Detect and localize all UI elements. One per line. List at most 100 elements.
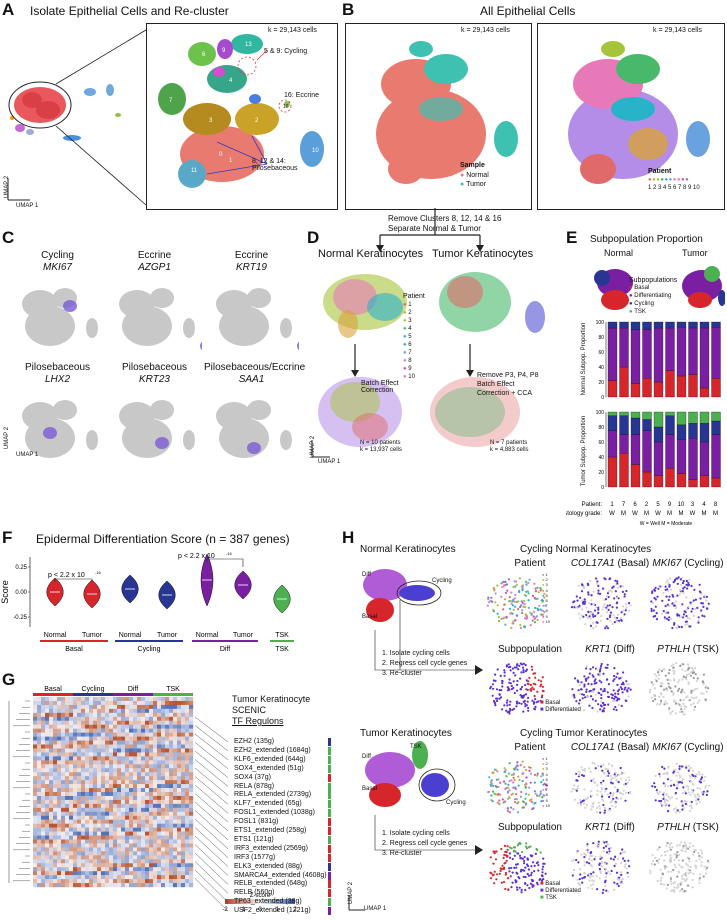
- cell-point: [545, 784, 548, 787]
- cell-point: [503, 580, 506, 583]
- heatmap-cell: [181, 799, 186, 805]
- cell-point: [616, 877, 619, 880]
- heatmap-cell: [153, 720, 158, 725]
- heatmap-cell: [105, 875, 110, 880]
- heatmap-cell: [109, 823, 114, 828]
- cell-point: [670, 856, 673, 859]
- cell-point: [527, 793, 530, 796]
- heatmap-cell: [81, 823, 86, 828]
- h-patient-legend-1-7: ● 7: [542, 787, 548, 792]
- bar-differentiating-1: [607, 327, 618, 381]
- heatmap-cell: [77, 879, 82, 884]
- bar-cycling-9: [665, 415, 675, 435]
- heatmap-cell: [53, 807, 58, 812]
- cell-point: [682, 807, 685, 810]
- umap-blob: [86, 318, 98, 338]
- bar-differentiating-8: [711, 327, 721, 379]
- heatmap-cell: [129, 875, 134, 880]
- heatmap-cell: [89, 708, 94, 714]
- heatmap-cell: [129, 823, 134, 828]
- x-tick-label-3: Tumor: [157, 632, 178, 639]
- cell-point: [616, 613, 620, 616]
- heatmap-cell: [113, 799, 118, 805]
- cell-point: [670, 870, 673, 873]
- heatmap-cell: [161, 716, 166, 721]
- h-patient-legend-1-10: ● 10: [542, 803, 550, 808]
- heatmap-cell: [85, 875, 90, 880]
- cell-point: [676, 613, 679, 616]
- heatmap-cell: [113, 803, 118, 809]
- heatmap-cell: [77, 851, 82, 856]
- cell-point: [587, 591, 590, 594]
- cell-point: [675, 811, 678, 814]
- heatmap-cell: [61, 744, 66, 749]
- cell-point: [590, 859, 593, 862]
- heatmap-cell: [141, 772, 146, 777]
- cell-point: [668, 595, 671, 598]
- cell-point: [491, 790, 495, 793]
- cell-point: [682, 587, 685, 590]
- cell-point: [673, 623, 676, 626]
- heatmap-cell: [33, 712, 38, 717]
- heatmap-cell: [65, 736, 70, 741]
- cell-point: [680, 691, 683, 694]
- heatmap-cell: [41, 764, 46, 769]
- cell-point: [691, 878, 694, 882]
- cell-point: [704, 868, 707, 871]
- cell-point: [520, 600, 523, 603]
- cell-point: [592, 627, 595, 630]
- heatmap-cell: [189, 792, 194, 797]
- cell-point: [681, 888, 684, 891]
- cell-point: [704, 786, 707, 789]
- heatmap-cell: [185, 776, 190, 781]
- cell-point: [496, 668, 499, 671]
- heatmap-cell: [49, 792, 54, 797]
- cell-point: [522, 662, 526, 665]
- heatmap-cell: [145, 823, 150, 828]
- cell-point: [520, 790, 523, 794]
- heatmap-cell: [125, 803, 130, 809]
- heatmap-cell: [161, 728, 166, 733]
- cell-point: [532, 807, 535, 810]
- heatmap-cell: [141, 720, 146, 725]
- heatmap-cell: [77, 752, 82, 757]
- heatmap-cell: [185, 799, 190, 805]
- cell-point: [495, 786, 498, 789]
- panel-label-c: C: [2, 228, 15, 247]
- heatmap-cell: [121, 724, 126, 729]
- cell-point: [660, 685, 663, 688]
- cell-point: [600, 700, 603, 703]
- cell-point: [688, 767, 691, 771]
- heatmap-cell: [109, 855, 114, 860]
- heatmap-cell: [141, 764, 146, 769]
- cell-point: [579, 798, 582, 802]
- heatmap-cell: [105, 839, 110, 844]
- heatmap-cell: [85, 827, 90, 832]
- cell-point: [671, 626, 674, 630]
- heatmap-cell: [89, 863, 94, 868]
- cell-point: [679, 710, 682, 714]
- cell-point: [508, 600, 511, 603]
- heatmap-cell: [65, 716, 70, 721]
- heatmap-cell: [41, 851, 46, 856]
- cell-point: [604, 627, 607, 630]
- panel-d-tumor-title: Tumor Keratinocytes: [432, 248, 534, 260]
- heatmap-cell: [145, 795, 150, 801]
- cell-point: [619, 585, 622, 588]
- cell-point: [501, 798, 504, 801]
- cell-point: [586, 851, 590, 854]
- heatmap-cell: [77, 792, 82, 797]
- cell-point: [530, 874, 533, 877]
- heatmap-cell: [37, 843, 42, 848]
- heatmap-cell: [89, 772, 94, 777]
- cell-point: [691, 788, 694, 792]
- cell-point: [676, 783, 679, 786]
- h-tumor-patient-title: Patient: [514, 742, 546, 753]
- cell-point: [596, 789, 599, 792]
- cell-point: [656, 791, 659, 794]
- heatmap-cell: [129, 839, 134, 844]
- heatmap-cell: [129, 744, 134, 749]
- panel-b-k1: k = 29,143 cells: [461, 27, 510, 34]
- heatmap-cell: [177, 732, 182, 737]
- heatmap-cell: [113, 772, 118, 777]
